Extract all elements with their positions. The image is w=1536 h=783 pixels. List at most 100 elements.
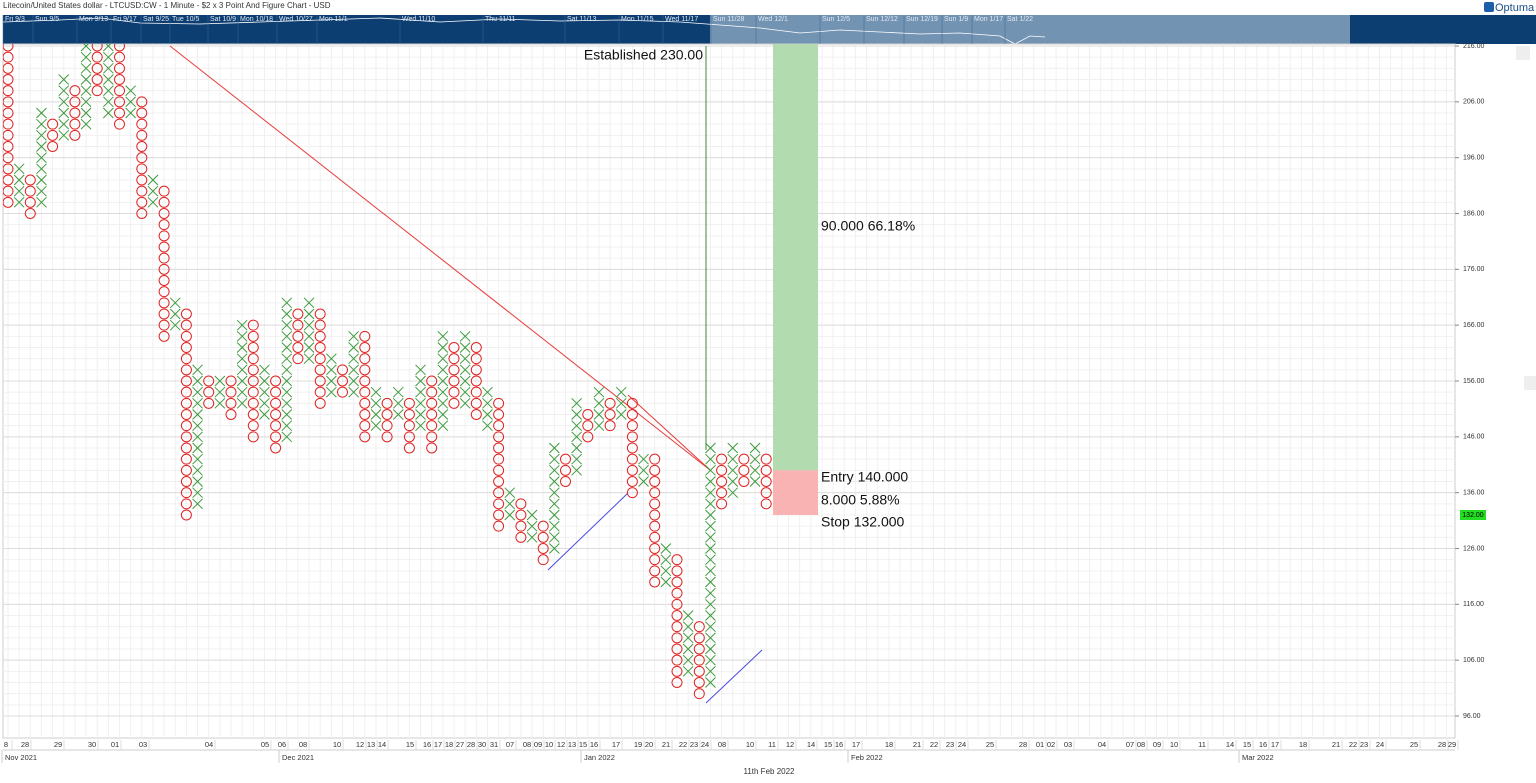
x-column bbox=[236, 319, 248, 409]
o-symbol bbox=[180, 476, 192, 487]
o-symbol bbox=[359, 386, 371, 398]
x-symbol bbox=[548, 531, 560, 543]
o-symbol bbox=[716, 453, 728, 465]
x-tick-label: 17 bbox=[612, 740, 620, 749]
x-tick-label: 25 bbox=[1410, 740, 1418, 749]
o-symbol bbox=[426, 409, 438, 420]
x-column bbox=[392, 386, 404, 420]
navigator-window[interactable] bbox=[710, 15, 1350, 44]
o-symbol bbox=[225, 375, 237, 387]
collapse-button[interactable] bbox=[1524, 376, 1536, 390]
x-symbol bbox=[281, 375, 293, 387]
x-symbol bbox=[192, 420, 203, 432]
o-symbol bbox=[292, 308, 304, 320]
o-symbol bbox=[314, 342, 326, 353]
o-symbol bbox=[626, 420, 638, 432]
logo-icon bbox=[1484, 2, 1494, 12]
o-symbol bbox=[136, 118, 148, 130]
o-column bbox=[693, 621, 705, 700]
x-symbol bbox=[36, 185, 47, 197]
o-symbol bbox=[693, 688, 705, 700]
o-column bbox=[3, 44, 14, 208]
o-symbol bbox=[247, 409, 259, 420]
o-symbol bbox=[493, 431, 505, 443]
o-symbol bbox=[314, 330, 326, 342]
o-symbol bbox=[91, 44, 103, 52]
x-symbol bbox=[80, 62, 92, 74]
o-column bbox=[292, 308, 304, 365]
o-symbol bbox=[270, 431, 282, 443]
x-symbol bbox=[415, 397, 426, 409]
x-symbol bbox=[593, 409, 605, 420]
navigator-label: Mon 10/18 bbox=[240, 16, 273, 23]
lock-button[interactable] bbox=[1516, 46, 1530, 60]
o-symbol bbox=[582, 431, 594, 443]
o-symbol bbox=[760, 464, 772, 476]
x-symbol bbox=[36, 129, 47, 141]
x-symbol bbox=[236, 353, 248, 365]
x-symbol bbox=[348, 386, 360, 398]
o-symbol bbox=[738, 453, 750, 465]
x-tick-label: 22 bbox=[1349, 740, 1357, 749]
x-symbol bbox=[548, 464, 560, 476]
x-symbol bbox=[593, 420, 605, 432]
o-symbol bbox=[225, 397, 237, 409]
o-symbol bbox=[493, 487, 505, 499]
o-symbol bbox=[114, 118, 125, 130]
o-symbol bbox=[493, 509, 505, 521]
trend-line bbox=[169, 45, 711, 471]
x-column bbox=[615, 386, 627, 420]
x-symbol bbox=[13, 174, 25, 186]
o-symbol bbox=[247, 386, 259, 398]
grid bbox=[3, 44, 1455, 738]
x-symbol bbox=[682, 654, 694, 666]
navigator-label: Mon 11/1 bbox=[319, 16, 348, 23]
x-symbol bbox=[281, 319, 293, 331]
x-column bbox=[125, 85, 137, 119]
o-symbol bbox=[180, 498, 192, 510]
x-symbol bbox=[370, 386, 382, 398]
x-tick-label: 12 bbox=[786, 740, 794, 749]
o-symbol bbox=[738, 464, 750, 476]
x-symbol bbox=[348, 375, 360, 387]
o-symbol bbox=[403, 409, 415, 420]
o-symbol bbox=[158, 308, 170, 320]
x-column bbox=[705, 442, 716, 688]
x-symbol bbox=[459, 342, 471, 353]
x-symbol bbox=[548, 487, 560, 499]
o-symbol bbox=[69, 96, 81, 108]
o-symbol bbox=[203, 375, 215, 387]
x-symbol bbox=[303, 308, 315, 320]
x-symbol bbox=[705, 453, 716, 465]
x-symbol bbox=[548, 498, 560, 510]
o-symbol bbox=[403, 397, 415, 409]
navigator-label: Mon 1/17 bbox=[974, 16, 1003, 23]
x-symbol bbox=[236, 330, 248, 342]
o-column bbox=[537, 520, 549, 566]
o-symbol bbox=[24, 174, 36, 186]
x-symbol bbox=[13, 196, 25, 208]
navigator-label: Wed 11/10 bbox=[402, 16, 435, 23]
x-symbol bbox=[281, 353, 293, 365]
o-symbol bbox=[247, 364, 259, 376]
x-tick-label: 10 bbox=[333, 740, 341, 749]
x-symbol bbox=[281, 386, 293, 398]
y-tick-label: 116.00 bbox=[1463, 601, 1484, 608]
x-tick-label: 08 bbox=[1137, 740, 1145, 749]
x-symbol bbox=[58, 118, 70, 130]
x-symbol bbox=[36, 118, 47, 130]
x-symbol bbox=[192, 364, 203, 376]
x-symbol bbox=[58, 96, 70, 108]
o-symbol bbox=[69, 118, 81, 130]
o-symbol bbox=[493, 397, 505, 409]
o-symbol bbox=[158, 263, 170, 275]
o-symbol bbox=[180, 420, 192, 432]
o-symbol bbox=[671, 610, 683, 621]
navigator-label: Wed 12/1 bbox=[758, 16, 788, 23]
x-tick-label: 04 bbox=[205, 740, 213, 749]
y-tick-label: 196.00 bbox=[1463, 155, 1485, 162]
x-symbol bbox=[281, 308, 293, 320]
o-symbol bbox=[3, 107, 14, 119]
o-symbol bbox=[114, 85, 125, 97]
x-tick-label: 21 bbox=[913, 740, 921, 749]
